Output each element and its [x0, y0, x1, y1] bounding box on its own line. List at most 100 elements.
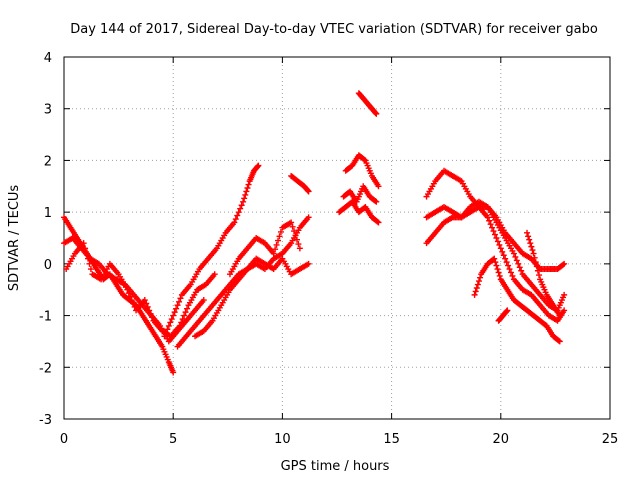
data-point: [164, 326, 171, 333]
chart-title: Day 144 of 2017, Sidereal Day-to-day VTE…: [70, 22, 598, 37]
data-point: [176, 298, 183, 305]
data-point: [245, 181, 252, 188]
data-point: [487, 221, 494, 228]
data-point: [525, 233, 532, 240]
data-point: [524, 229, 531, 236]
data-point: [496, 241, 503, 248]
series-track-1: [61, 214, 177, 376]
data-point: [277, 228, 284, 235]
series-track-16: [471, 255, 563, 345]
data-point: [144, 303, 151, 310]
data-point: [556, 338, 563, 345]
data-point: [146, 307, 153, 314]
data-points: [61, 90, 568, 376]
data-point: [526, 236, 533, 243]
data-point: [490, 228, 497, 235]
x-tick-label: 15: [383, 432, 400, 447]
data-point: [475, 278, 482, 285]
data-point: [176, 322, 183, 329]
data-point: [234, 212, 241, 219]
data-point: [272, 246, 279, 253]
data-point: [141, 297, 148, 304]
data-point: [506, 266, 513, 273]
data-point: [173, 305, 180, 312]
data-point: [493, 262, 500, 269]
data-point: [484, 214, 491, 221]
data-point: [556, 312, 563, 319]
data-point: [244, 185, 251, 192]
data-point: [474, 281, 481, 288]
series-track-15: [423, 203, 568, 314]
data-point: [86, 260, 93, 267]
data-point: [243, 188, 250, 195]
series-track-18: [524, 229, 563, 319]
data-point: [240, 198, 247, 205]
data-point: [505, 262, 512, 269]
data-point: [493, 235, 500, 241]
data-point: [182, 309, 189, 316]
data-point: [147, 310, 154, 317]
data-point: [165, 322, 172, 329]
y-axis-label: SDTVAR / TECUs: [7, 185, 22, 292]
x-tick-label: 5: [169, 432, 177, 447]
data-point: [473, 284, 480, 291]
data-point: [237, 205, 244, 212]
data-point: [305, 214, 312, 221]
data-point: [235, 209, 242, 216]
data-point: [503, 308, 510, 315]
y-tick-label: 1: [44, 206, 52, 221]
data-point: [531, 254, 538, 261]
data-point: [513, 257, 520, 264]
plot-frame: [63, 56, 611, 420]
series-track-3: [63, 240, 218, 340]
data-point: [495, 269, 502, 276]
series-track-4: [161, 162, 262, 340]
x-tick-label: 20: [493, 432, 510, 447]
data-point: [83, 250, 90, 257]
data-point: [273, 241, 280, 248]
data-point: [125, 290, 132, 297]
data-point: [149, 314, 156, 321]
data-point: [254, 163, 261, 170]
data-point: [289, 223, 296, 230]
axis-ticks: 0 5 10 15 20 25 -3 -2 -1 0 1 2 3 4: [39, 51, 618, 447]
data-point: [477, 274, 484, 281]
data-point: [561, 291, 568, 298]
data-point: [211, 271, 218, 278]
data-point: [533, 263, 540, 270]
x-tick-label: 10: [274, 432, 291, 447]
data-point: [87, 266, 94, 273]
series-track-13: [423, 167, 568, 324]
data-point: [291, 228, 298, 235]
data-point: [509, 272, 516, 279]
data-point: [375, 219, 382, 226]
data-point: [492, 259, 499, 266]
data-point: [373, 110, 380, 117]
data-point: [177, 295, 184, 302]
y-tick-label: 3: [44, 103, 52, 118]
data-point: [512, 253, 519, 260]
data-point: [510, 250, 517, 257]
series-track-10: [340, 183, 380, 205]
series-track-12: [355, 90, 380, 117]
y-tick-label: 2: [44, 154, 52, 169]
data-point: [515, 260, 522, 267]
data-point: [518, 267, 525, 274]
data-point: [128, 297, 135, 304]
data-point: [168, 316, 175, 323]
data-point: [80, 240, 87, 247]
data-point: [500, 252, 507, 259]
series-track-7: [226, 219, 303, 278]
data-point: [127, 293, 134, 300]
data-point: [560, 261, 567, 268]
data-point: [532, 259, 539, 266]
data-point: [507, 269, 514, 276]
data-point: [471, 291, 478, 298]
data-point: [486, 217, 493, 224]
data-point: [372, 197, 379, 204]
data-point: [179, 316, 186, 323]
data-point: [167, 319, 174, 326]
data-point: [530, 250, 537, 257]
series-track-9: [336, 198, 382, 226]
